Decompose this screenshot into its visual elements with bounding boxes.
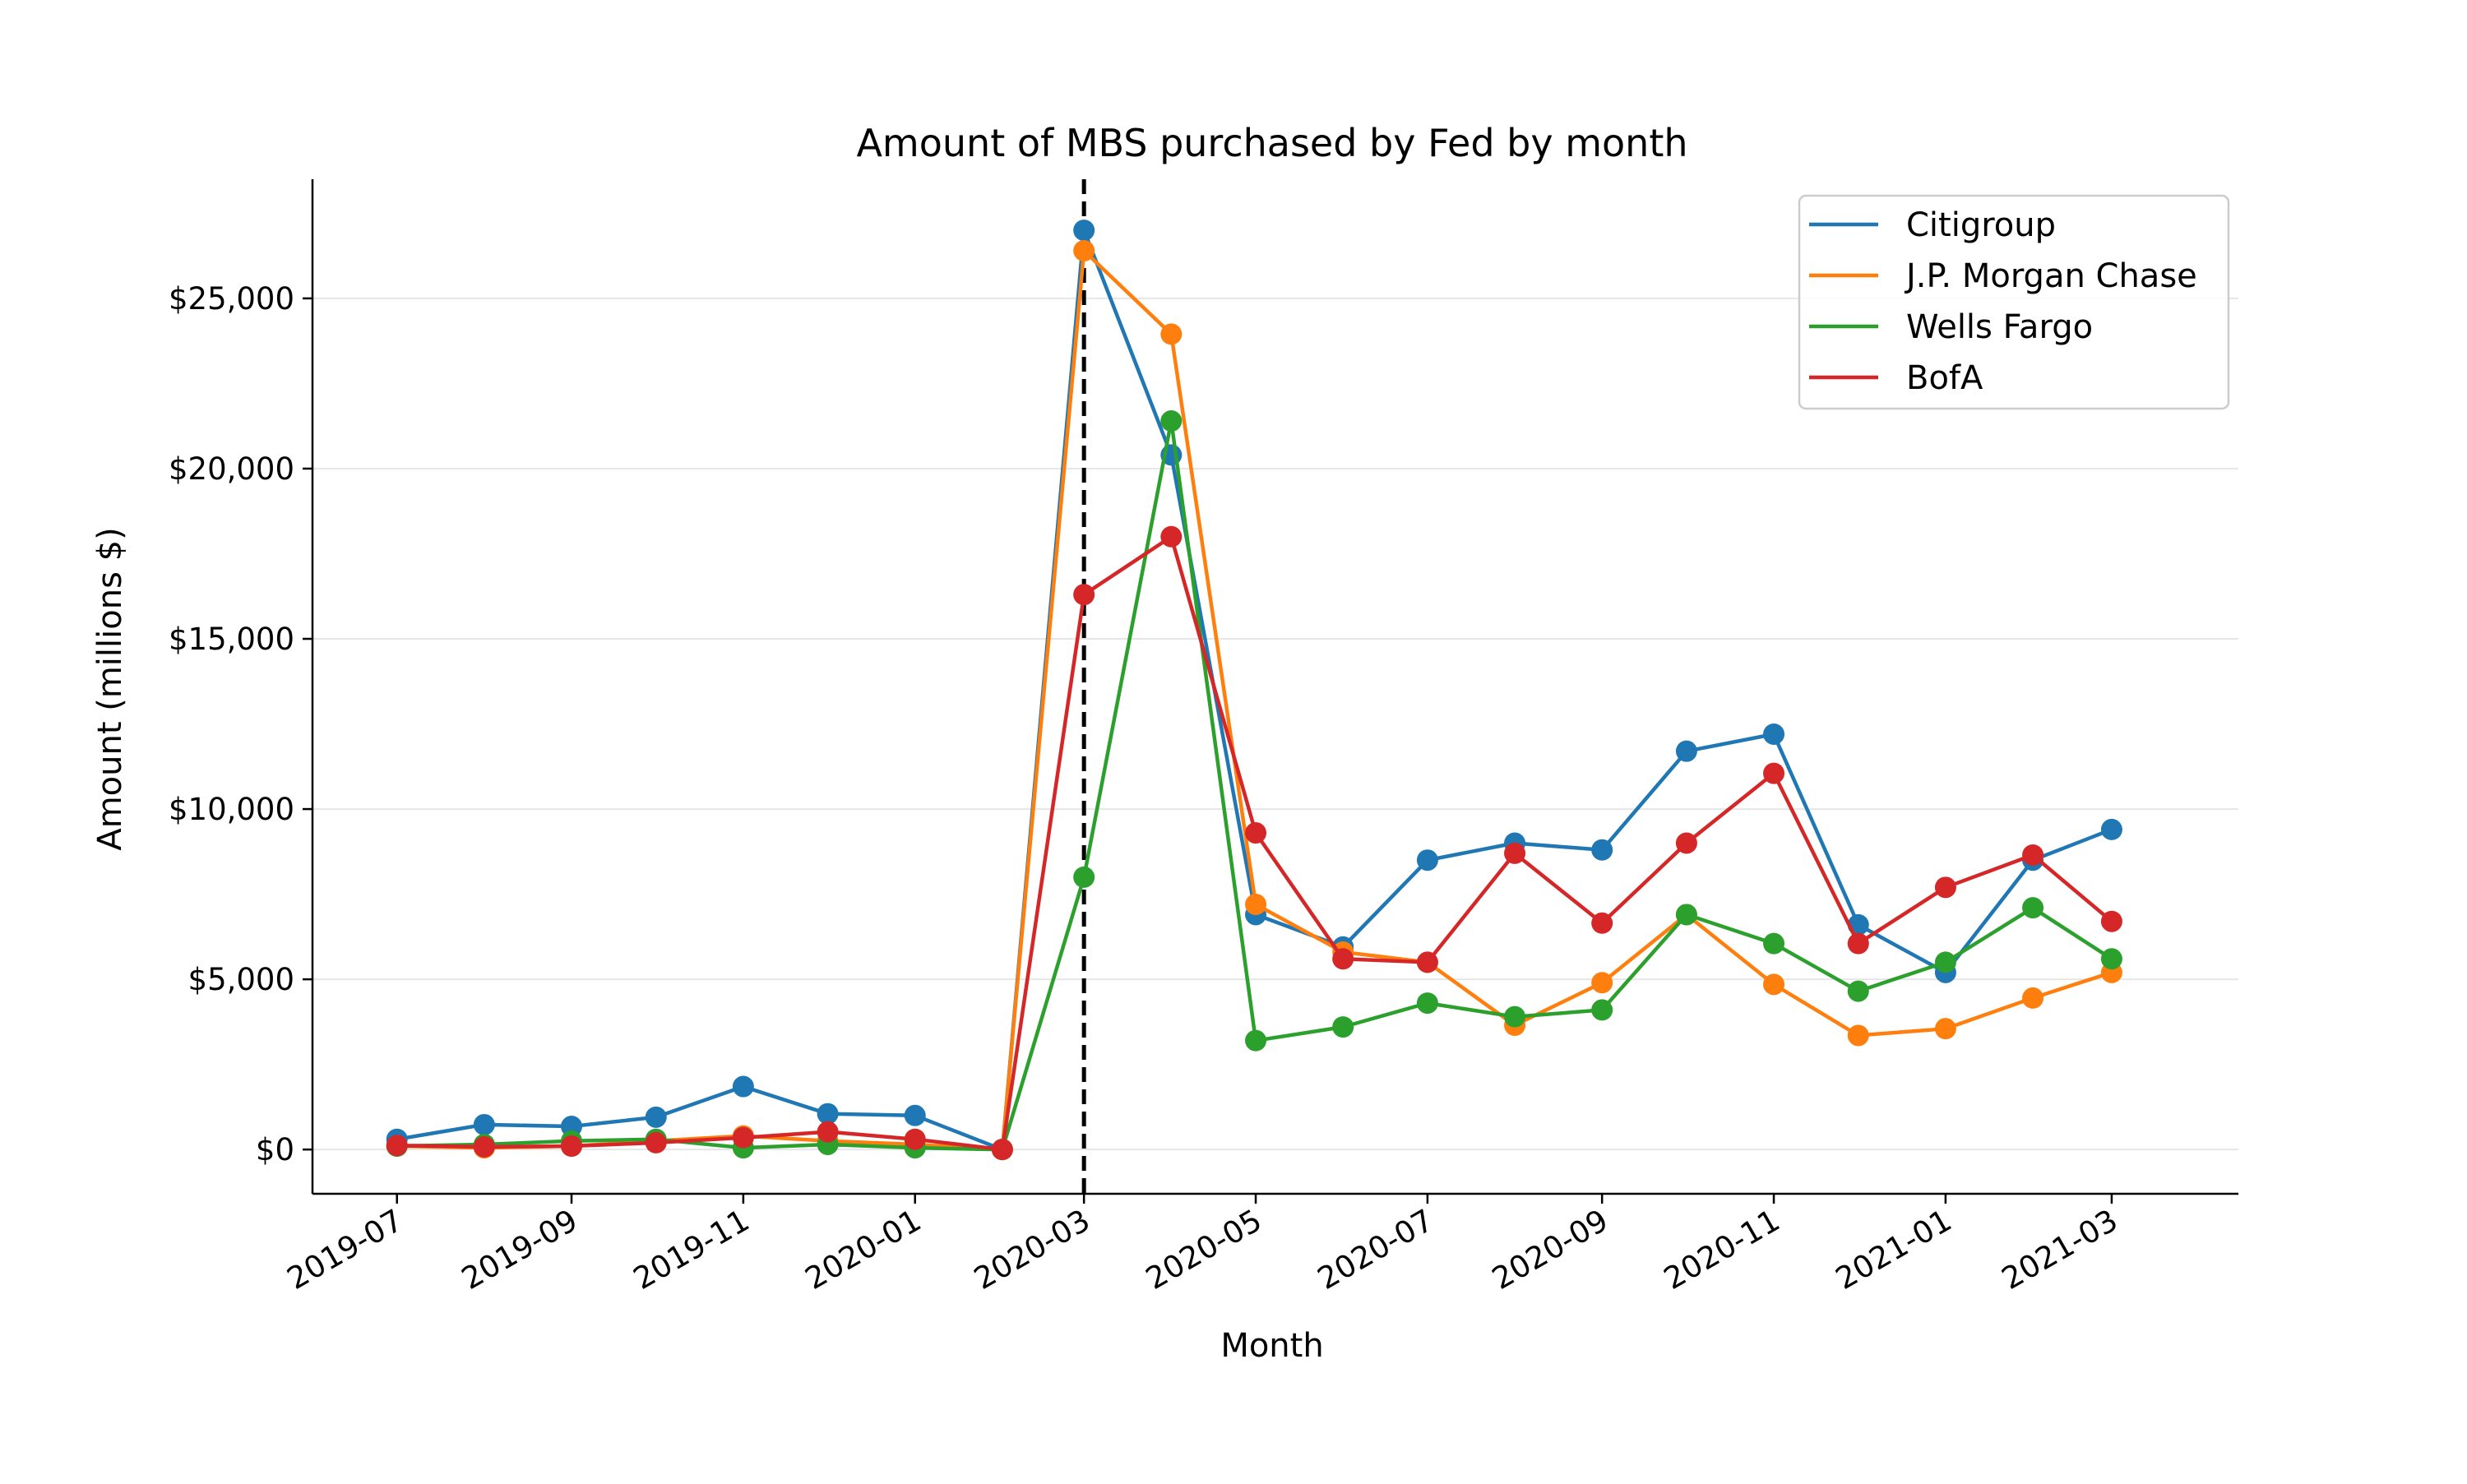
data-point xyxy=(904,1104,926,1126)
data-point xyxy=(817,1103,839,1125)
series-lines xyxy=(386,220,2122,1161)
data-point xyxy=(1073,239,1095,261)
data-point xyxy=(732,1075,754,1098)
data-point xyxy=(1245,1029,1267,1052)
data-point xyxy=(2022,987,2044,1009)
data-point xyxy=(1591,912,1613,934)
x-tick-label: 2019-11 xyxy=(627,1203,755,1297)
data-point xyxy=(1504,1006,1526,1028)
data-point xyxy=(1160,323,1183,345)
data-point xyxy=(1934,876,1956,899)
data-point xyxy=(2022,844,2044,866)
data-point xyxy=(1073,220,1095,242)
data-point xyxy=(1675,740,1697,762)
data-point xyxy=(1332,1016,1354,1038)
chart-title: Amount of MBS purchased by Fed by month xyxy=(856,121,1687,165)
x-axis-label: Month xyxy=(1220,1327,1323,1365)
data-point xyxy=(1416,951,1438,973)
x-tick-label: 2020-05 xyxy=(1140,1203,1267,1297)
data-point xyxy=(473,1135,495,1158)
data-point xyxy=(561,1116,583,1138)
data-point xyxy=(1416,992,1438,1015)
data-point xyxy=(1934,1018,1956,1040)
data-point xyxy=(1332,948,1354,970)
data-point xyxy=(1160,410,1183,432)
x-tick-label: 2020-07 xyxy=(1312,1203,1439,1297)
data-point xyxy=(386,1135,408,1157)
x-tick-label: 2019-09 xyxy=(456,1203,583,1297)
data-point xyxy=(1847,980,1869,1002)
legend: Citigroup J.P. Morgan Chase Wells Fargo Bof… xyxy=(1798,194,2230,410)
data-point xyxy=(1245,894,1267,916)
y-tick-label: $20,000 xyxy=(169,451,294,487)
data-point xyxy=(1934,951,1956,973)
data-point xyxy=(1416,849,1438,871)
data-point xyxy=(1763,762,1785,784)
data-point xyxy=(1591,839,1613,861)
y-tick-label: $0 xyxy=(256,1132,294,1167)
data-point xyxy=(1160,525,1183,548)
data-point xyxy=(1847,1024,1869,1047)
y-axis-label: Amount (millions $) xyxy=(91,527,129,850)
series-2 xyxy=(386,410,2122,1161)
y-tick-label: $5,000 xyxy=(188,962,294,997)
data-point xyxy=(473,1113,495,1135)
data-point xyxy=(732,1126,754,1149)
x-tick-label: 2021-03 xyxy=(1996,1203,2123,1297)
x-tick-label: 2020-09 xyxy=(1486,1203,1613,1297)
data-point xyxy=(2100,948,2122,970)
axes xyxy=(303,179,2238,1204)
data-point xyxy=(1847,932,1869,955)
legend-entry: Wells Fargo xyxy=(1906,308,2093,346)
data-point xyxy=(904,1128,926,1150)
data-point xyxy=(2100,818,2122,840)
data-point xyxy=(1073,584,1095,606)
data-point xyxy=(1591,972,1613,994)
x-tick-label: 2020-11 xyxy=(1658,1203,1785,1297)
legend-entry: J.P. Morgan Chase xyxy=(1904,257,2197,295)
data-point xyxy=(1073,866,1095,888)
legend-entry: BofA xyxy=(1906,359,1983,397)
x-tick-label: 2021-01 xyxy=(1830,1203,1957,1297)
data-point xyxy=(645,1106,667,1128)
data-point xyxy=(1763,932,1785,955)
y-tick-label: $15,000 xyxy=(169,622,294,657)
x-tick-label: 2020-03 xyxy=(968,1203,1095,1297)
data-point xyxy=(991,1139,1013,1161)
legend-box xyxy=(1798,194,2230,410)
data-point xyxy=(1763,723,1785,745)
gridlines xyxy=(312,297,2238,1151)
data-point xyxy=(817,1121,839,1143)
data-point xyxy=(2022,897,2044,919)
data-point xyxy=(1245,822,1267,844)
data-point xyxy=(1675,832,1697,854)
data-point xyxy=(645,1131,667,1153)
data-point xyxy=(1675,904,1697,926)
data-point xyxy=(1591,999,1613,1021)
data-point xyxy=(2100,910,2122,932)
x-tick-label: 2020-01 xyxy=(799,1203,927,1297)
data-point xyxy=(1504,842,1526,864)
legend-entry: Citigroup xyxy=(1906,206,2056,244)
data-point xyxy=(1763,973,1785,996)
y-tick-label: $10,000 xyxy=(169,792,294,827)
y-tick-label: $25,000 xyxy=(169,281,294,317)
x-tick-label: 2019-07 xyxy=(281,1203,409,1297)
data-point xyxy=(561,1135,583,1158)
series-3 xyxy=(386,525,2122,1161)
